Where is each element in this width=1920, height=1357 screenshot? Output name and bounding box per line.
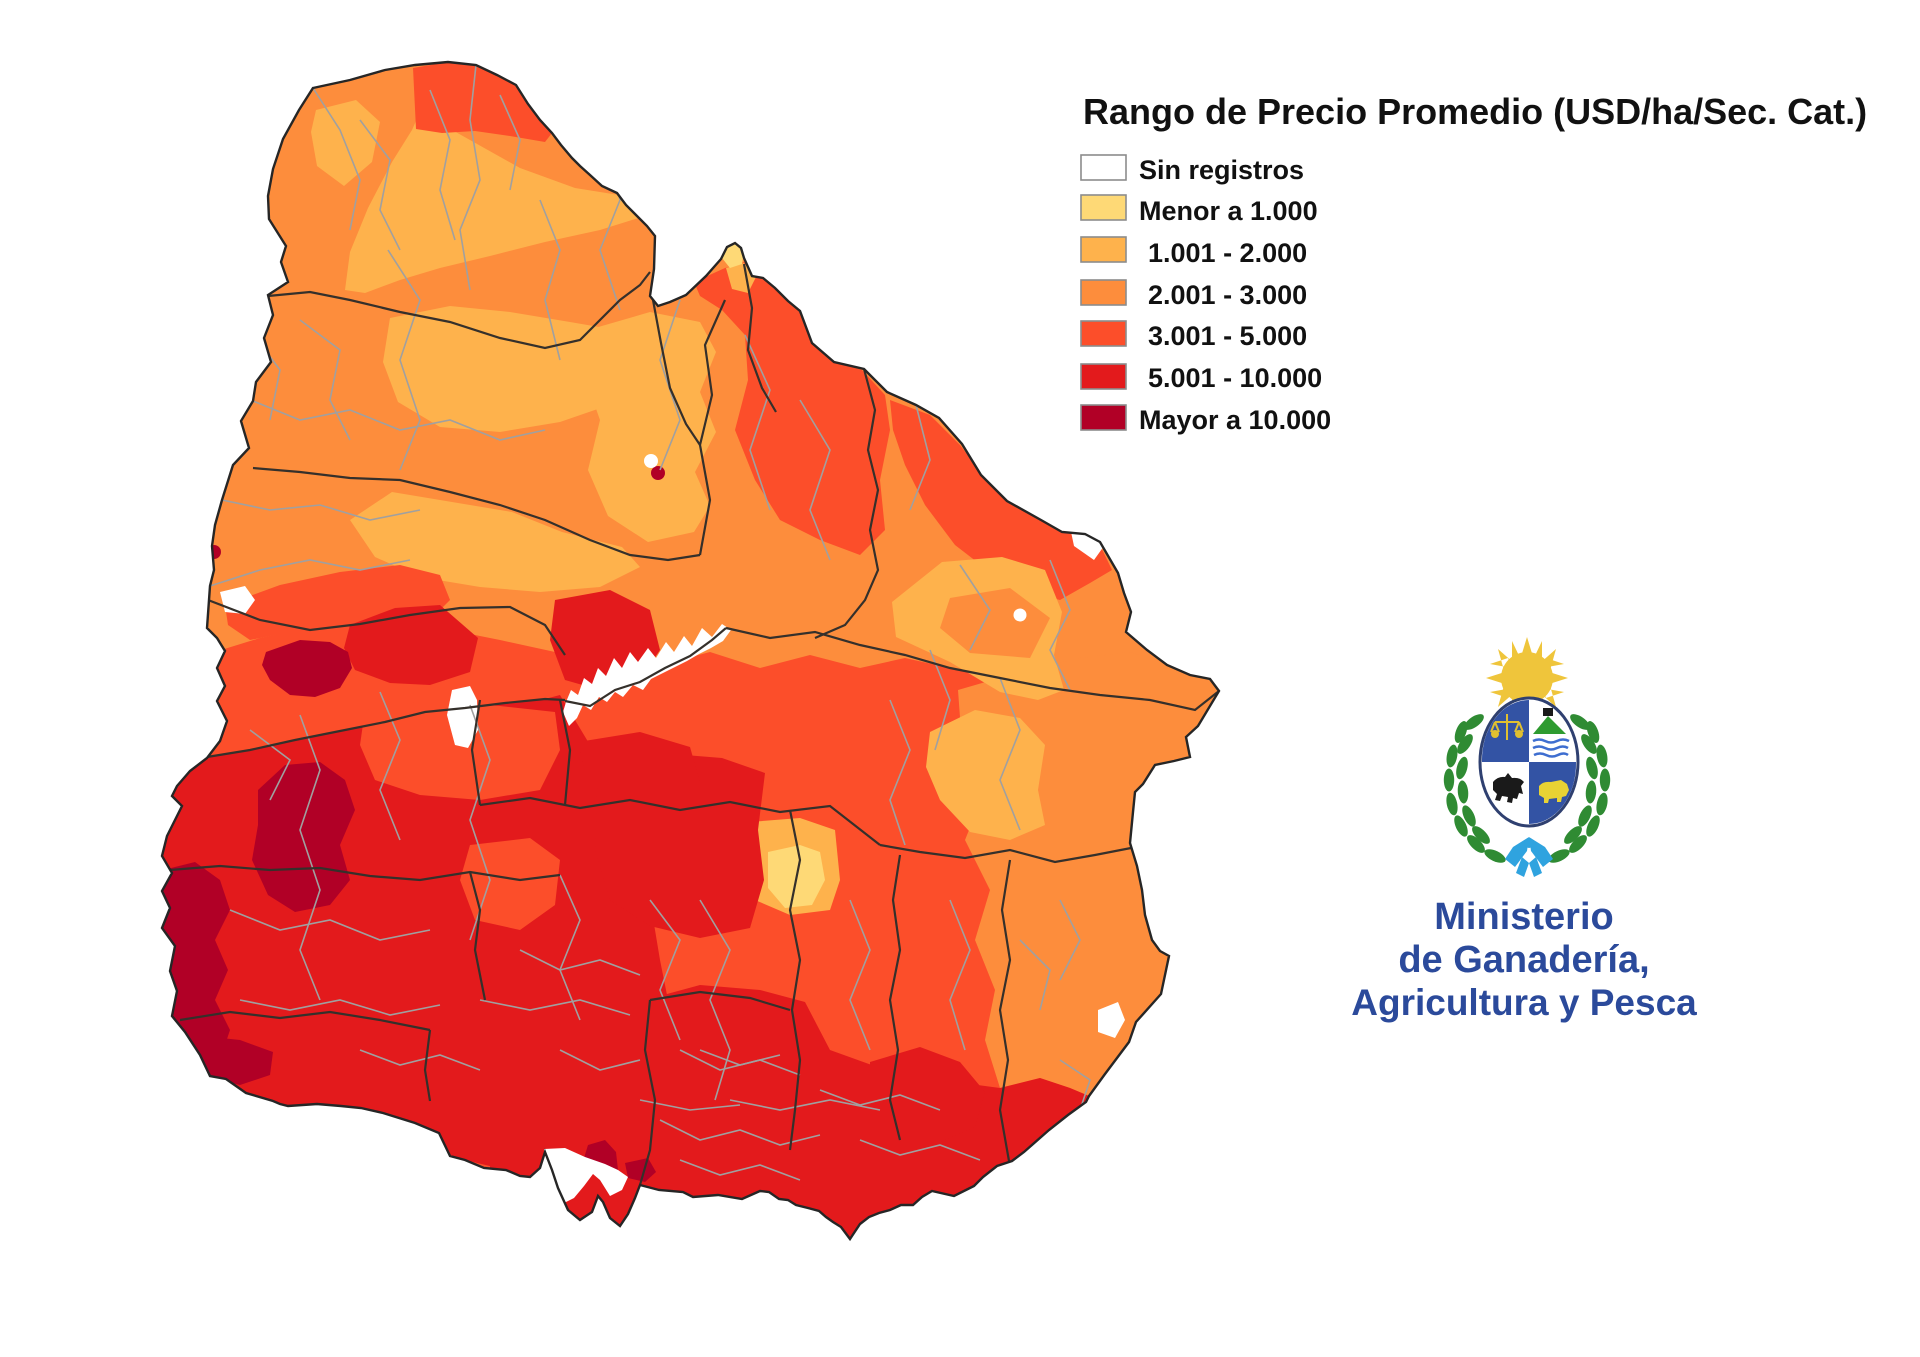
svg-text:3.001 - 5.000: 3.001 - 5.000 — [1148, 321, 1307, 351]
svg-text:5.001 - 10.000: 5.001 - 10.000 — [1148, 363, 1322, 393]
svg-text:2.001 - 3.000: 2.001 - 3.000 — [1148, 280, 1307, 310]
svg-text:Agricultura y Pesca: Agricultura y Pesca — [1351, 982, 1697, 1023]
svg-text:Ministerio: Ministerio — [1434, 896, 1613, 938]
svg-text:de Ganadería,: de Ganadería, — [1398, 939, 1649, 981]
svg-text:Mayor a 10.000: Mayor a 10.000 — [1139, 405, 1331, 435]
svg-text:Menor a 1.000: Menor a 1.000 — [1139, 196, 1318, 226]
svg-text:1.001 - 2.000: 1.001 - 2.000 — [1148, 238, 1307, 268]
svg-text:Rango de Precio Promedio (USD/: Rango de Precio Promedio (USD/ha/Sec. Ca… — [1083, 91, 1867, 132]
svg-text:Sin registros: Sin registros — [1139, 155, 1304, 185]
